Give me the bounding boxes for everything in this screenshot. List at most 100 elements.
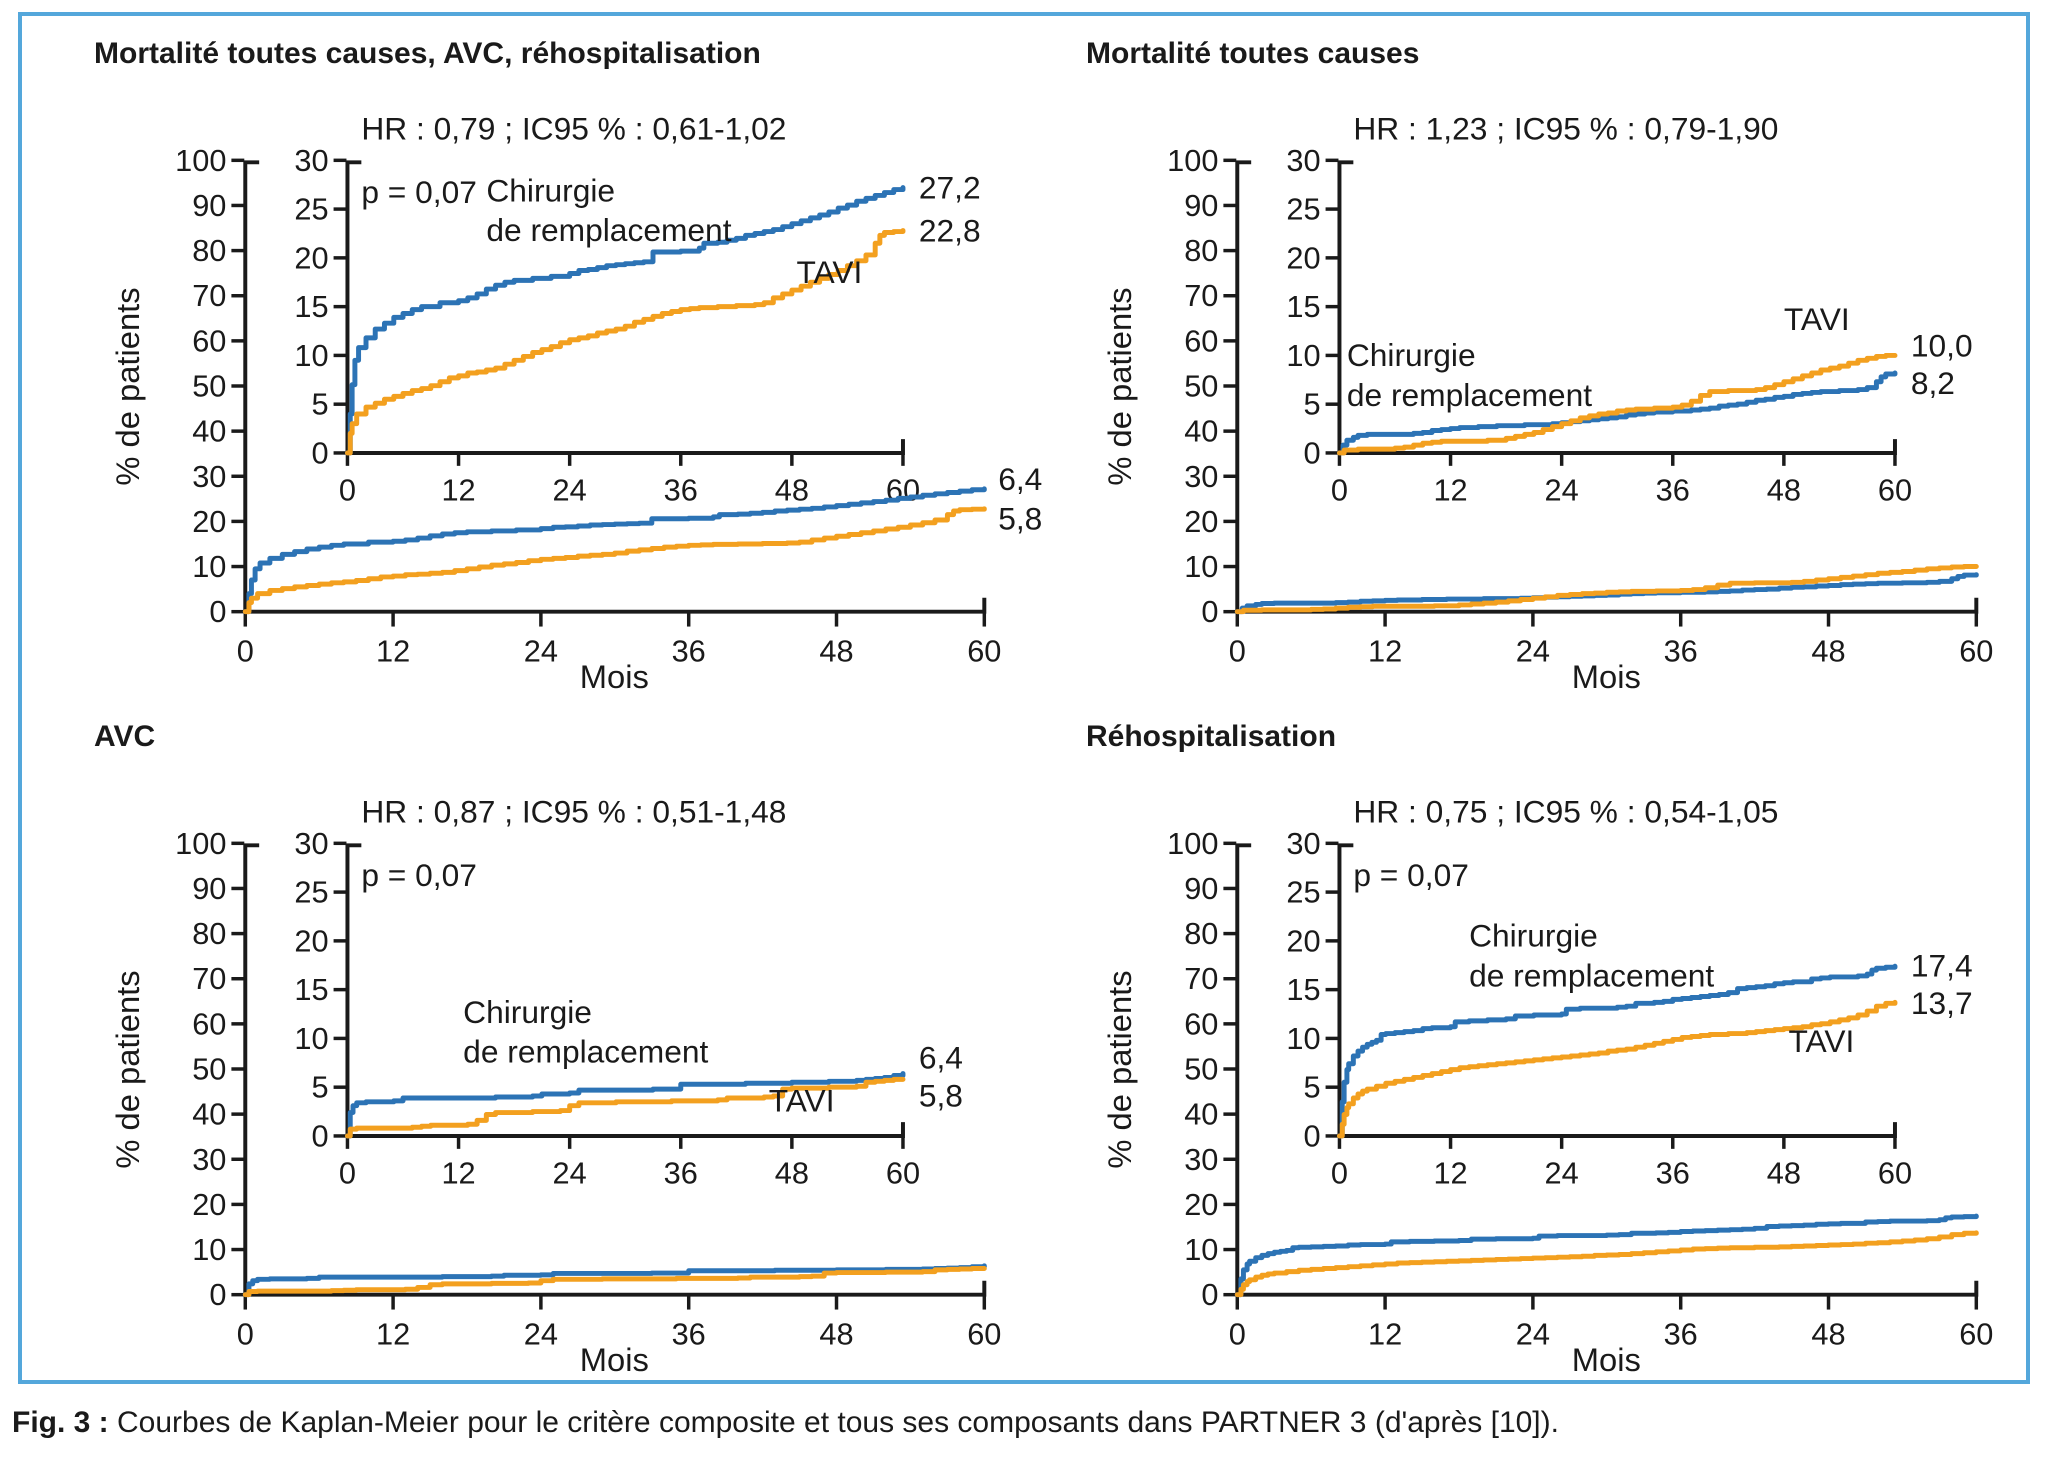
inset-y-tick-label: 15 xyxy=(1286,972,1320,1007)
tavi-curve-main xyxy=(242,506,987,615)
inset-y-tick-label: 15 xyxy=(1286,289,1320,324)
main-x-tick-label: 60 xyxy=(1959,633,1993,668)
panel-title-avc: AVC xyxy=(94,720,156,754)
main-x-tick-label: 24 xyxy=(1516,1316,1550,1351)
inset-y-tick-label: 30 xyxy=(1286,143,1320,178)
main-x-tick-label: 0 xyxy=(1229,1316,1246,1351)
tavi-curve-main xyxy=(1234,564,1979,615)
main-x-tick-label: 36 xyxy=(672,1316,706,1351)
inset-y-tick-label: 25 xyxy=(294,875,328,910)
main-y-tick-label: 70 xyxy=(1184,278,1218,313)
main-y-tick-label: 80 xyxy=(1184,233,1218,268)
inset-x-tick-label: 12 xyxy=(1433,1156,1467,1191)
surgery-series-label: Chirurgie de remplacement xyxy=(463,994,708,1070)
curves xyxy=(1234,963,1979,1298)
p-value-text: p = 0,07 xyxy=(361,174,477,210)
main-y-tick-label: 100 xyxy=(1167,143,1218,178)
inset-axes: 30 25 20 15 10 5 00 12 24 36 48 60 xyxy=(1286,143,1912,508)
main-y-tick-label: 30 xyxy=(1184,1142,1218,1177)
inset-y-tick-label: 30 xyxy=(294,826,328,861)
main-y-tick-label: 10 xyxy=(192,549,226,584)
inset-y-tick-label: 10 xyxy=(294,338,328,373)
hr-text: HR : 0,75 ; IC95 % : 0,54-1,05 xyxy=(1353,794,1778,830)
main-y-tick-label: 10 xyxy=(1184,549,1218,584)
main-y-tick-label: 0 xyxy=(1201,594,1218,629)
tavi-curve-inset xyxy=(344,228,906,456)
main-y-tick-label: 20 xyxy=(192,1187,226,1222)
tavi-end-value: 10,0 xyxy=(1911,327,1973,363)
main-y-tick-label: 0 xyxy=(209,1277,226,1312)
inset-x-tick-label: 48 xyxy=(775,473,809,508)
panel-rehospitalisation: Réhospitalisation 100 90 80 70 60 50 40 30 20 10 0… xyxy=(1024,719,2016,1378)
inset-x-tick-label: 24 xyxy=(1545,1156,1579,1191)
inset-x-tick-label: 0 xyxy=(1331,473,1348,508)
end-value-labels: 27,2 22,8 6,4 5,8 xyxy=(919,170,1042,537)
surgery-main-end-value: 6,4 xyxy=(998,461,1042,497)
tavi-curve-main xyxy=(242,1266,987,1298)
main-y-tick-label: 50 xyxy=(1184,368,1218,403)
main-x-tick-label: 0 xyxy=(237,633,254,668)
y-axis-title: % de patients xyxy=(1101,970,1138,1168)
surgery-curve-inset xyxy=(344,185,906,456)
surgery-end-value: 6,4 xyxy=(919,1040,963,1076)
main-x-tick-label: 48 xyxy=(819,633,853,668)
inset-y-tick-label: 10 xyxy=(294,1021,328,1056)
series-labels: Chirurgie de remplacement TAVI xyxy=(486,172,862,290)
inset-x-tick-label: 0 xyxy=(339,473,356,508)
inset-x-tick-label: 12 xyxy=(441,473,475,508)
main-y-tick-label: 30 xyxy=(1184,459,1218,494)
inset-x-tick-label: 36 xyxy=(664,1156,698,1191)
surgery-curve-main xyxy=(1234,1213,1979,1298)
end-value-labels: 17,413,7 xyxy=(1911,947,1973,1021)
inset-y-tick-label: 20 xyxy=(294,923,328,958)
main-x-tick-label: 12 xyxy=(1368,1316,1402,1351)
inset-x-tick-label: 60 xyxy=(1878,1156,1912,1191)
x-axis-title: Mois xyxy=(1572,1341,1641,1378)
inset-y-tick-label: 10 xyxy=(1286,338,1320,373)
main-y-tick-label: 40 xyxy=(1184,414,1218,449)
hr-text: HR : 0,87 ; IC95 % : 0,51-1,48 xyxy=(361,794,786,830)
tavi-curve-inset xyxy=(1336,999,1898,1139)
inset-y-tick-label: 25 xyxy=(1286,875,1320,910)
series-labels: Chirurgie de remplacement TAVI xyxy=(1469,918,1854,1059)
main-y-tick-label: 50 xyxy=(192,1052,226,1087)
main-y-tick-label: 70 xyxy=(192,961,226,996)
inset-y-tick-label: 5 xyxy=(312,387,329,422)
hr-text: HR : 0,79 ; IC95 % : 0,61-1,02 xyxy=(361,110,786,146)
tavi-series-label: TAVI xyxy=(796,254,862,290)
x-axis-title: Mois xyxy=(580,658,649,695)
surgery-curve-inset xyxy=(1336,370,1898,456)
inset-y-tick-label: 0 xyxy=(312,435,329,470)
curves xyxy=(242,185,987,615)
main-y-tick-label: 60 xyxy=(192,323,226,358)
inset-y-tick-label: 25 xyxy=(1286,192,1320,227)
main-y-tick-label: 10 xyxy=(1184,1232,1218,1267)
main-x-tick-label: 24 xyxy=(524,633,558,668)
inset-y-tick-label: 20 xyxy=(1286,923,1320,958)
main-x-tick-label: 60 xyxy=(967,1316,1001,1351)
surgery-curve-main xyxy=(242,486,987,615)
tavi-main-end-value: 5,8 xyxy=(998,501,1042,537)
tavi-curve-inset xyxy=(1336,352,1898,456)
tavi-end-value: 5,8 xyxy=(919,1077,963,1113)
main-x-tick-label: 24 xyxy=(1516,633,1550,668)
end-value-labels: 6,45,8 xyxy=(919,1040,963,1114)
inset-y-tick-label: 30 xyxy=(1286,826,1320,861)
x-axis-title: Mois xyxy=(580,1341,649,1378)
inset-x-tick-label: 60 xyxy=(886,1156,920,1191)
main-y-tick-label: 20 xyxy=(1184,504,1218,539)
main-x-tick-label: 36 xyxy=(1664,633,1698,668)
main-y-tick-label: 90 xyxy=(1184,871,1218,906)
main-y-tick-label: 70 xyxy=(192,278,226,313)
main-y-tick-label: 60 xyxy=(192,1006,226,1041)
tavi-end-value: 22,8 xyxy=(919,213,981,249)
main-x-tick-label: 24 xyxy=(524,1316,558,1351)
main-y-tick-label: 20 xyxy=(192,504,226,539)
inset-x-tick-label: 48 xyxy=(1767,473,1801,508)
hr-text: HR : 1,23 ; IC95 % : 0,79-1,90 xyxy=(1353,110,1778,146)
x-axis-title: Mois xyxy=(1572,658,1641,695)
main-y-tick-label: 50 xyxy=(1184,1052,1218,1087)
tavi-end-value: 13,7 xyxy=(1911,985,1973,1021)
surgery-series-label: Chirurgie de remplacement xyxy=(1469,918,1714,994)
